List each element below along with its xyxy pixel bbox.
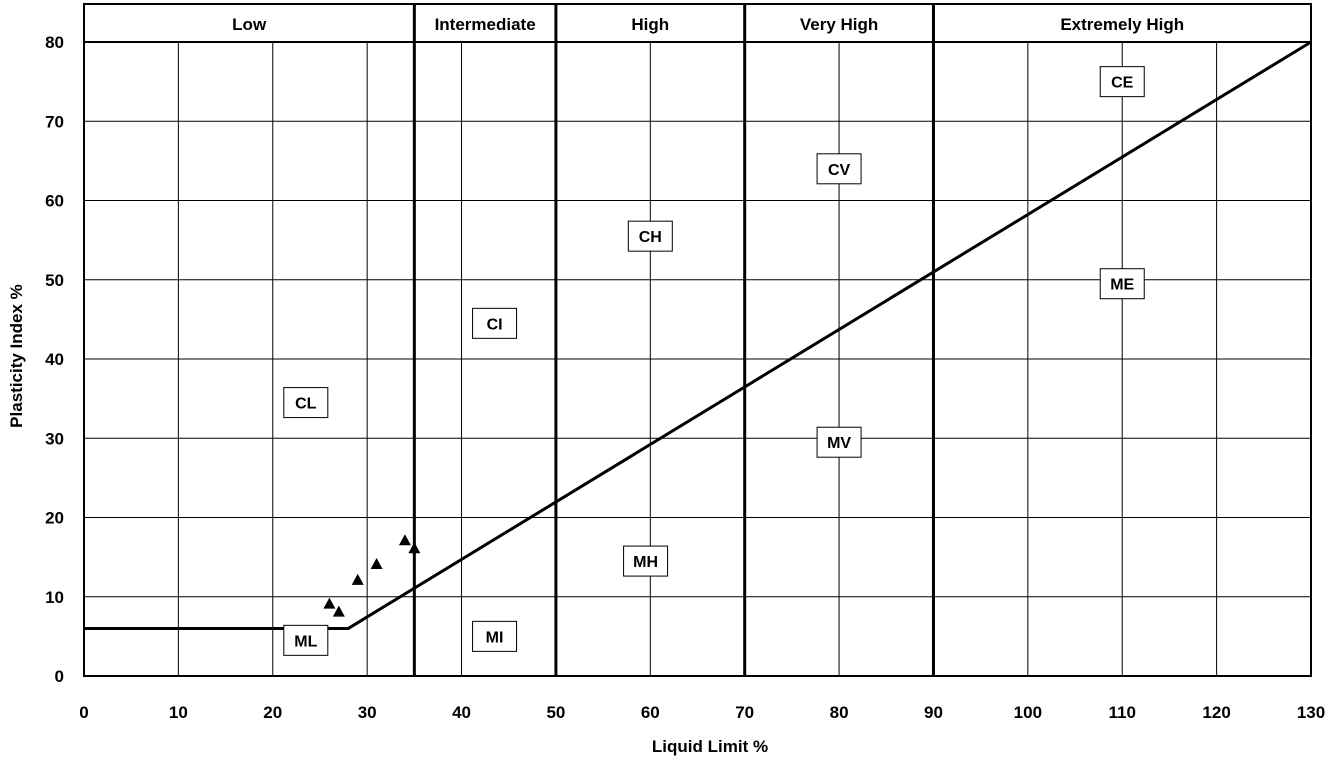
- zone-label: Very High: [800, 15, 878, 34]
- zone-label: Extremely High: [1060, 15, 1184, 34]
- region-label-box: [283, 624, 329, 656]
- x-axis-title: Liquid Limit %: [652, 737, 768, 756]
- x-tick-label: 100: [1014, 703, 1042, 722]
- region-label-mh: MH: [623, 545, 669, 577]
- plot-border: [83, 41, 1312, 677]
- a-line-path: [84, 40, 1312, 630]
- plot-frame: [83, 3, 1312, 677]
- zone-boundaries: Low Intermediate High Very High Extremely Hi…: [232, 4, 1184, 676]
- y-tick-label: 40: [45, 350, 64, 369]
- y-tick-label: 0: [55, 667, 64, 686]
- region-label-cl: CL: [283, 387, 329, 419]
- data-point-triangle: [351, 573, 364, 585]
- region-label-text: MH: [633, 554, 658, 571]
- x-tick-label: 50: [546, 703, 565, 722]
- x-tick-label: 40: [452, 703, 471, 722]
- x-tick-label: 30: [358, 703, 377, 722]
- y-tick-label: 30: [45, 429, 64, 448]
- x-tick-label: 60: [641, 703, 660, 722]
- region-label-ci: CI: [472, 307, 518, 339]
- region-label-mv: MV: [816, 426, 862, 458]
- region-label-box: [1099, 66, 1145, 98]
- region-label-text: MI: [486, 629, 504, 646]
- region-label-text: CL: [295, 396, 317, 413]
- x-tick-label: 20: [263, 703, 282, 722]
- region-label-box: [816, 153, 862, 185]
- x-tick-label: 110: [1109, 703, 1136, 722]
- region-label-text: ML: [294, 633, 317, 650]
- x-tick-label: 90: [924, 703, 943, 722]
- x-tick-label: 130: [1297, 703, 1325, 722]
- region-label-mi: MI: [472, 620, 518, 652]
- region-label-box: [472, 620, 518, 652]
- region-label-ch: CH: [627, 220, 673, 252]
- x-tick-label: 120: [1202, 703, 1230, 722]
- y-axis-title: Plasticity Index %: [7, 284, 26, 428]
- region-label-box: [472, 307, 518, 339]
- region-label-box: [623, 545, 669, 577]
- a-line: [84, 40, 1312, 630]
- tick-labels: 0 10 20 30 40 50 60 70 80 90 100 110 120 130 0 10 20 30 40…: [45, 33, 1325, 722]
- data-point-triangle: [370, 558, 383, 570]
- region-label-text: CV: [828, 162, 851, 179]
- grid: [83, 41, 1312, 677]
- y-tick-label: 20: [45, 509, 64, 528]
- zone-label: High: [631, 15, 669, 34]
- x-tick-label: 0: [79, 703, 88, 722]
- region-label-text: MV: [827, 435, 851, 452]
- data-point-triangle: [323, 597, 336, 609]
- y-tick-label: 80: [45, 33, 64, 52]
- data-point-triangle: [408, 542, 421, 554]
- region-label-text: ME: [1110, 277, 1134, 294]
- zone-label: Intermediate: [435, 15, 536, 34]
- x-tick-label: 10: [169, 703, 188, 722]
- region-label-me: ME: [1099, 268, 1145, 300]
- data-point-triangle: [398, 534, 411, 546]
- y-tick-label: 60: [45, 192, 64, 211]
- region-label-ml: ML: [283, 624, 329, 656]
- region-labels: CE CV CH ME CI CL MV MH ML MI: [283, 66, 1145, 656]
- region-label-box: [816, 426, 862, 458]
- data-points: [323, 534, 421, 617]
- region-label-text: CI: [487, 316, 503, 333]
- region-label-cv: CV: [816, 153, 862, 185]
- y-tick-label: 10: [45, 588, 64, 607]
- region-label-box: [283, 387, 329, 419]
- region-label-ce: CE: [1099, 66, 1145, 98]
- region-label-box: [627, 220, 673, 252]
- region-label-box: [1099, 268, 1145, 300]
- region-label-text: CH: [639, 229, 662, 246]
- data-point-triangle: [332, 605, 345, 617]
- region-label-text: CE: [1111, 75, 1134, 92]
- zone-label: Low: [232, 15, 267, 34]
- y-tick-label: 50: [45, 271, 64, 290]
- x-tick-label: 80: [830, 703, 849, 722]
- y-tick-label: 70: [45, 112, 64, 131]
- x-tick-label: 70: [735, 703, 754, 722]
